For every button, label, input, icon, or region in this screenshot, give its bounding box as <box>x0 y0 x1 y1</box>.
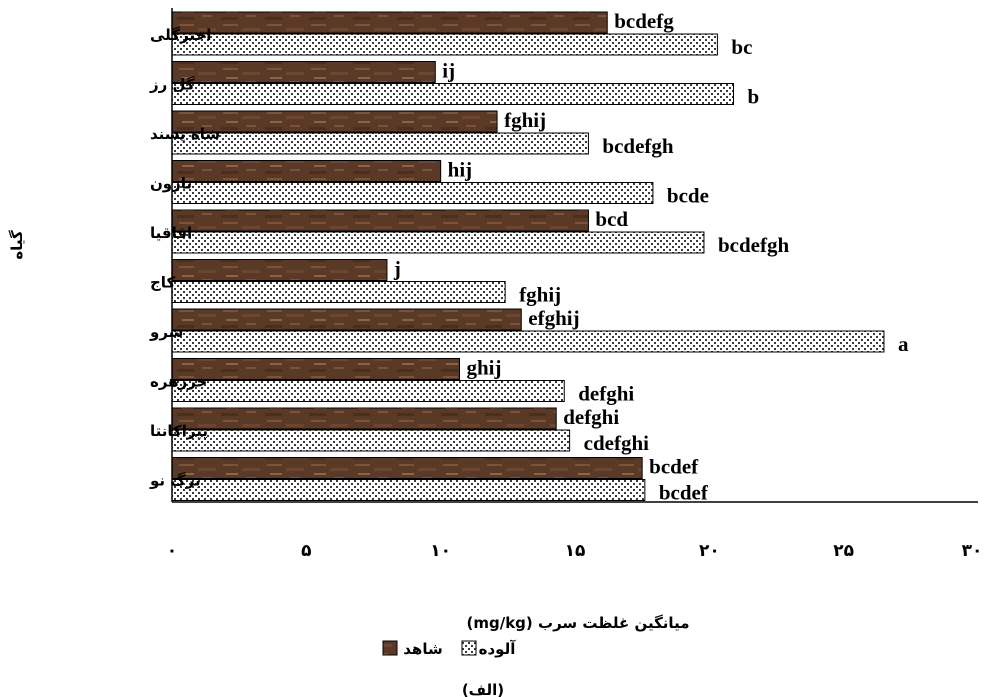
x-tick-label: ۳۰ <box>962 541 983 561</box>
significance-letter: hij <box>448 158 473 182</box>
bar-control <box>171 457 643 479</box>
bar-polluted <box>171 330 885 353</box>
legend-swatch-control <box>382 640 398 656</box>
bar-control <box>171 61 436 83</box>
significance-letter: fghij <box>504 108 546 132</box>
significance-letter: bcde <box>667 184 709 208</box>
significance-letter: bcdefgh <box>602 134 673 158</box>
significance-letter: a <box>898 332 909 356</box>
bar-polluted <box>171 429 571 452</box>
bar-control <box>171 209 589 232</box>
category-label: برگ نو <box>149 472 201 490</box>
x-tick-label: ۵ <box>301 541 311 561</box>
x-tick-label: ۲۵ <box>833 541 854 561</box>
category-label: اخترگلی <box>150 26 211 44</box>
x-axis-label: میانگین غلظت سرب (mg/kg) <box>467 614 690 632</box>
category-label: پیراکانتا <box>150 422 208 441</box>
significance-letter: b <box>748 85 760 109</box>
bar-polluted <box>171 231 705 254</box>
y-axis-label: گیاه <box>8 230 26 260</box>
x-tick-label: ۱۰ <box>430 541 451 561</box>
bar-control <box>171 358 460 380</box>
x-tick-label: ۰ <box>167 541 177 561</box>
bar-control <box>171 160 442 182</box>
legend-label-control: شاهد <box>403 640 442 658</box>
bar-control <box>171 110 498 133</box>
bar-polluted <box>171 380 565 402</box>
bar-polluted <box>171 132 589 155</box>
bar-polluted <box>171 33 718 56</box>
category-label: خرزهره <box>150 373 207 391</box>
category-label: سرو <box>149 323 183 341</box>
legend-label-polluted: آلوده <box>479 640 517 658</box>
significance-letter: bcdef <box>649 455 699 479</box>
category-label: کاج <box>150 274 175 292</box>
significance-letter: cdefghi <box>584 431 649 455</box>
bar-control <box>171 11 608 34</box>
category-label: نارون <box>150 175 192 193</box>
category-label: اقاقیا <box>150 224 192 242</box>
significance-letter: j <box>393 257 401 281</box>
x-tick-label: ۱۵ <box>565 541 586 561</box>
x-tick-label: ۲۰ <box>699 541 720 561</box>
significance-letter: defghi <box>563 405 619 429</box>
significance-letter: efghij <box>528 306 579 330</box>
category-label: شاه پسند <box>150 125 220 144</box>
bar-polluted <box>171 83 735 105</box>
significance-letter: fghij <box>519 283 561 307</box>
significance-letter: bcdefgh <box>718 233 789 257</box>
bar-control <box>171 259 388 281</box>
legend: آلوده شاهد <box>382 640 517 658</box>
significance-letter: ij <box>442 59 455 83</box>
bar-polluted <box>171 281 506 303</box>
significance-letter: bcdefg <box>614 9 674 33</box>
significance-letters-layer: bcdefgbcijbfghijbcdefghhijbcdebcdbcdefgh… <box>393 9 909 505</box>
significance-letter: bc <box>731 35 752 59</box>
legend-swatch-polluted <box>461 640 477 656</box>
bar-polluted <box>171 182 654 204</box>
bar-control <box>171 308 522 331</box>
bar-polluted <box>171 479 646 501</box>
x-tick-labels-layer: ۰ ۵ ۱۰ ۱۵ ۲۰ ۲۵ ۳۰ <box>167 541 983 561</box>
significance-letter: bcd <box>595 207 628 231</box>
bar-control <box>171 407 557 430</box>
figure-caption: (الف) <box>462 681 504 697</box>
significance-letter: defghi <box>578 382 634 406</box>
significance-letter: bcdef <box>659 481 709 505</box>
significance-letter: ghij <box>466 356 501 380</box>
